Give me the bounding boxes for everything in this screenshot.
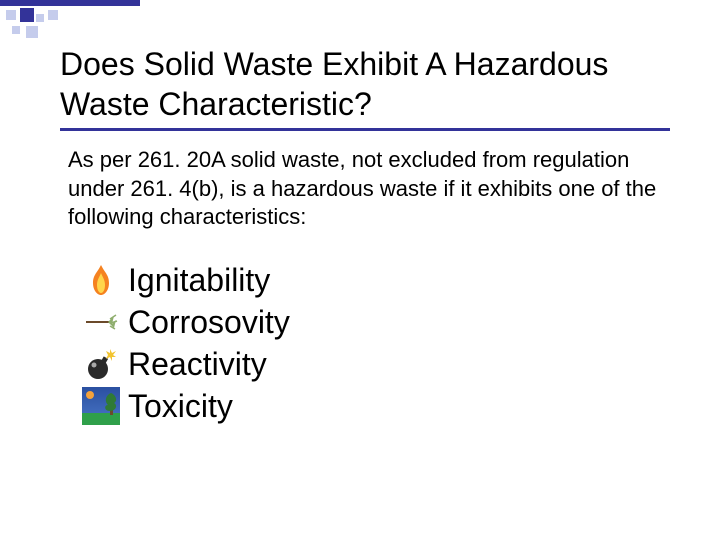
flame-icon [82, 261, 120, 299]
list-item: Reactivity [82, 344, 670, 384]
characteristics-list: Ignitability Corrosovity [60, 260, 670, 426]
slide-title: Does Solid Waste Exhibit A Hazardous Was… [60, 44, 670, 124]
list-item-label: Ignitability [128, 260, 270, 300]
bomb-icon [82, 345, 120, 383]
intro-paragraph: As per 261. 20A solid waste, not exclude… [60, 146, 670, 232]
slide-corner-decor [0, 0, 140, 46]
list-item-label: Toxicity [128, 386, 233, 426]
corrode-icon [82, 303, 120, 341]
slide-content: Does Solid Waste Exhibit A Hazardous Was… [60, 44, 670, 428]
list-item: Toxicity [82, 386, 670, 426]
list-item: Ignitability [82, 260, 670, 300]
toxic-icon [82, 387, 120, 425]
list-item: Corrosovity [82, 302, 670, 342]
list-item-label: Reactivity [128, 344, 267, 384]
list-item-label: Corrosovity [128, 302, 290, 342]
